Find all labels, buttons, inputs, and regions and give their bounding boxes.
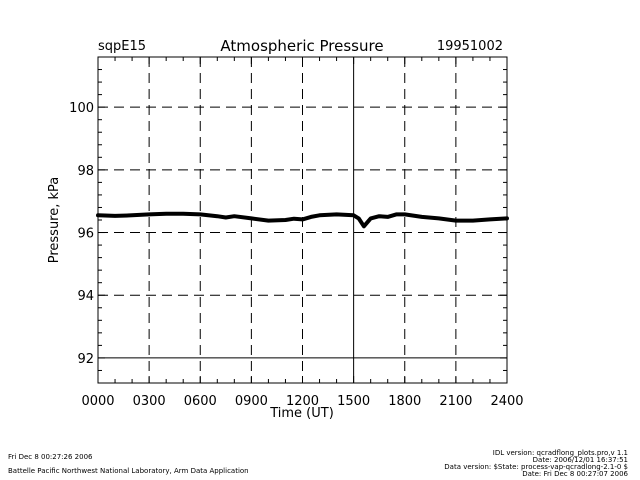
- x-tick-label-0300: 0300: [133, 394, 166, 409]
- y-tick-labels: 92 94 96 98 100: [69, 101, 94, 367]
- footer-timestamp: Fri Dec 8 00:27:26 2006: [8, 453, 93, 461]
- grid-lines: [98, 57, 507, 383]
- x-tick-label-0900: 0900: [235, 394, 268, 409]
- footer-data-version: Data version: $State: process-vap-qcradl…: [444, 463, 628, 471]
- y-tick-label-94: 94: [77, 289, 94, 304]
- series-group: [96, 211, 509, 229]
- x-tick-label-0000: 0000: [81, 394, 114, 409]
- y-tick-label-98: 98: [77, 164, 94, 179]
- x-tick-label-0600: 0600: [184, 394, 217, 409]
- x-axis-label: Time (UT): [269, 406, 334, 421]
- date-label: 19951002: [437, 39, 503, 54]
- x-tick-label-2400: 2400: [490, 394, 523, 409]
- x-tick-label-1500: 1500: [337, 394, 370, 409]
- footer-idl-version: IDL version: qcradflong_plots.pro,v 1.1: [492, 449, 628, 457]
- site-label: sqpE15: [98, 39, 146, 54]
- y-tick-label-100: 100: [69, 101, 94, 116]
- series-line-pressure: [96, 211, 509, 229]
- x-tick-label-1800: 1800: [388, 394, 421, 409]
- chart-title: Atmospheric Pressure: [220, 37, 383, 55]
- footer-data-date: Date: Fri Dec 8 00:27:07 2006: [522, 470, 628, 478]
- footer-idl-date: Date: 2006/12/01 16:37:51: [532, 456, 628, 464]
- x-tick-label-1200: 1200: [286, 394, 319, 409]
- x-tick-labels: 0000 0300 0600 0900 1200 1500 1800 2100 2400: [81, 394, 523, 409]
- y-tick-label-96: 96: [77, 227, 94, 242]
- y-axis-label: Pressure, kPa: [47, 177, 62, 264]
- x-tick-label-2100: 2100: [439, 394, 472, 409]
- y-tick-label-92: 92: [77, 352, 94, 367]
- footer-institution: Battelle Pacific Northwest National Labo…: [8, 467, 249, 475]
